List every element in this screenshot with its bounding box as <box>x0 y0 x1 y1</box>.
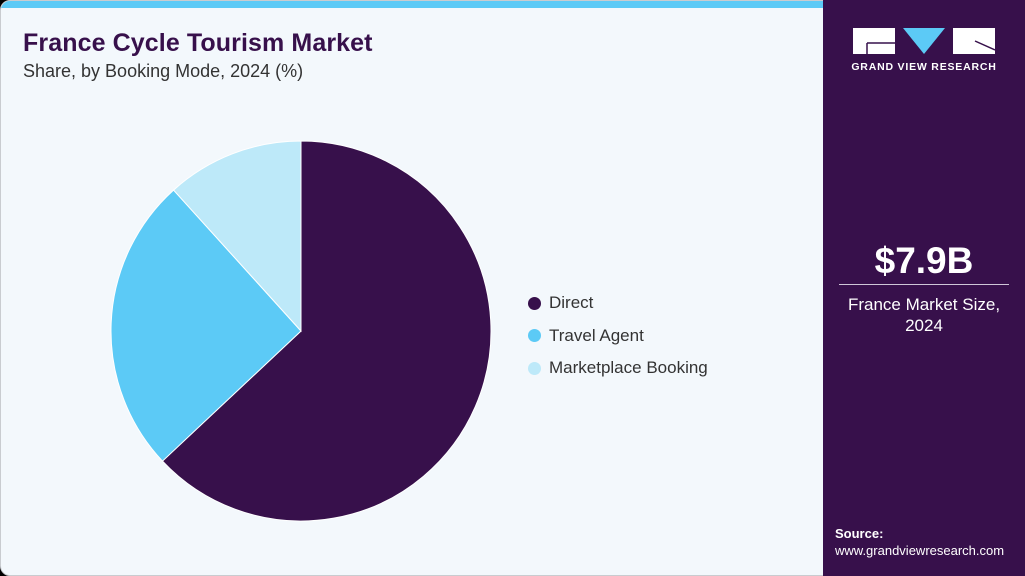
source-label: Source: <box>835 526 884 541</box>
pie-slice-direct <box>161 140 492 522</box>
divider <box>839 284 1009 285</box>
legend: Direct Travel Agent Marketplace Booking <box>528 287 708 385</box>
chart-title: France Cycle Tourism Market <box>23 29 373 57</box>
caption-line-2: 2024 <box>905 316 943 335</box>
chart-subtitle: Share, by Booking Mode, 2024 (%) <box>23 61 304 81</box>
sidebar-panel: GRAND VIEW RESEARCH $7.9B France Market … <box>823 0 1025 576</box>
logo-text: GRAND VIEW RESEARCH <box>851 61 997 73</box>
legend-item-direct: Direct <box>528 287 708 320</box>
pie-slices <box>110 140 492 522</box>
market-size-value: $7.9B <box>874 240 974 281</box>
source-link[interactable]: www.grandviewresearch.com <box>835 543 1005 558</box>
legend-label: Travel Agent <box>549 325 644 345</box>
pie-slice-travel-agent <box>110 189 302 462</box>
legend-label: Direct <box>549 293 594 313</box>
legend-dot-icon <box>528 296 541 310</box>
legend-dot-icon <box>528 361 541 375</box>
market-size-caption: France Market Size, 2024 <box>823 294 1025 336</box>
gvr-logo-icon <box>853 28 995 54</box>
legend-label: Marketplace Booking <box>549 358 708 378</box>
legend-item-travel-agent: Travel Agent <box>528 320 708 353</box>
pie-slice-marketplace <box>172 140 302 333</box>
legend-item-marketplace: Marketplace Booking <box>528 352 708 385</box>
pie-chart <box>110 140 492 522</box>
accent-bar <box>1 1 824 8</box>
caption-line-1: France Market Size, <box>847 295 1001 314</box>
legend-dot-icon <box>528 329 541 343</box>
